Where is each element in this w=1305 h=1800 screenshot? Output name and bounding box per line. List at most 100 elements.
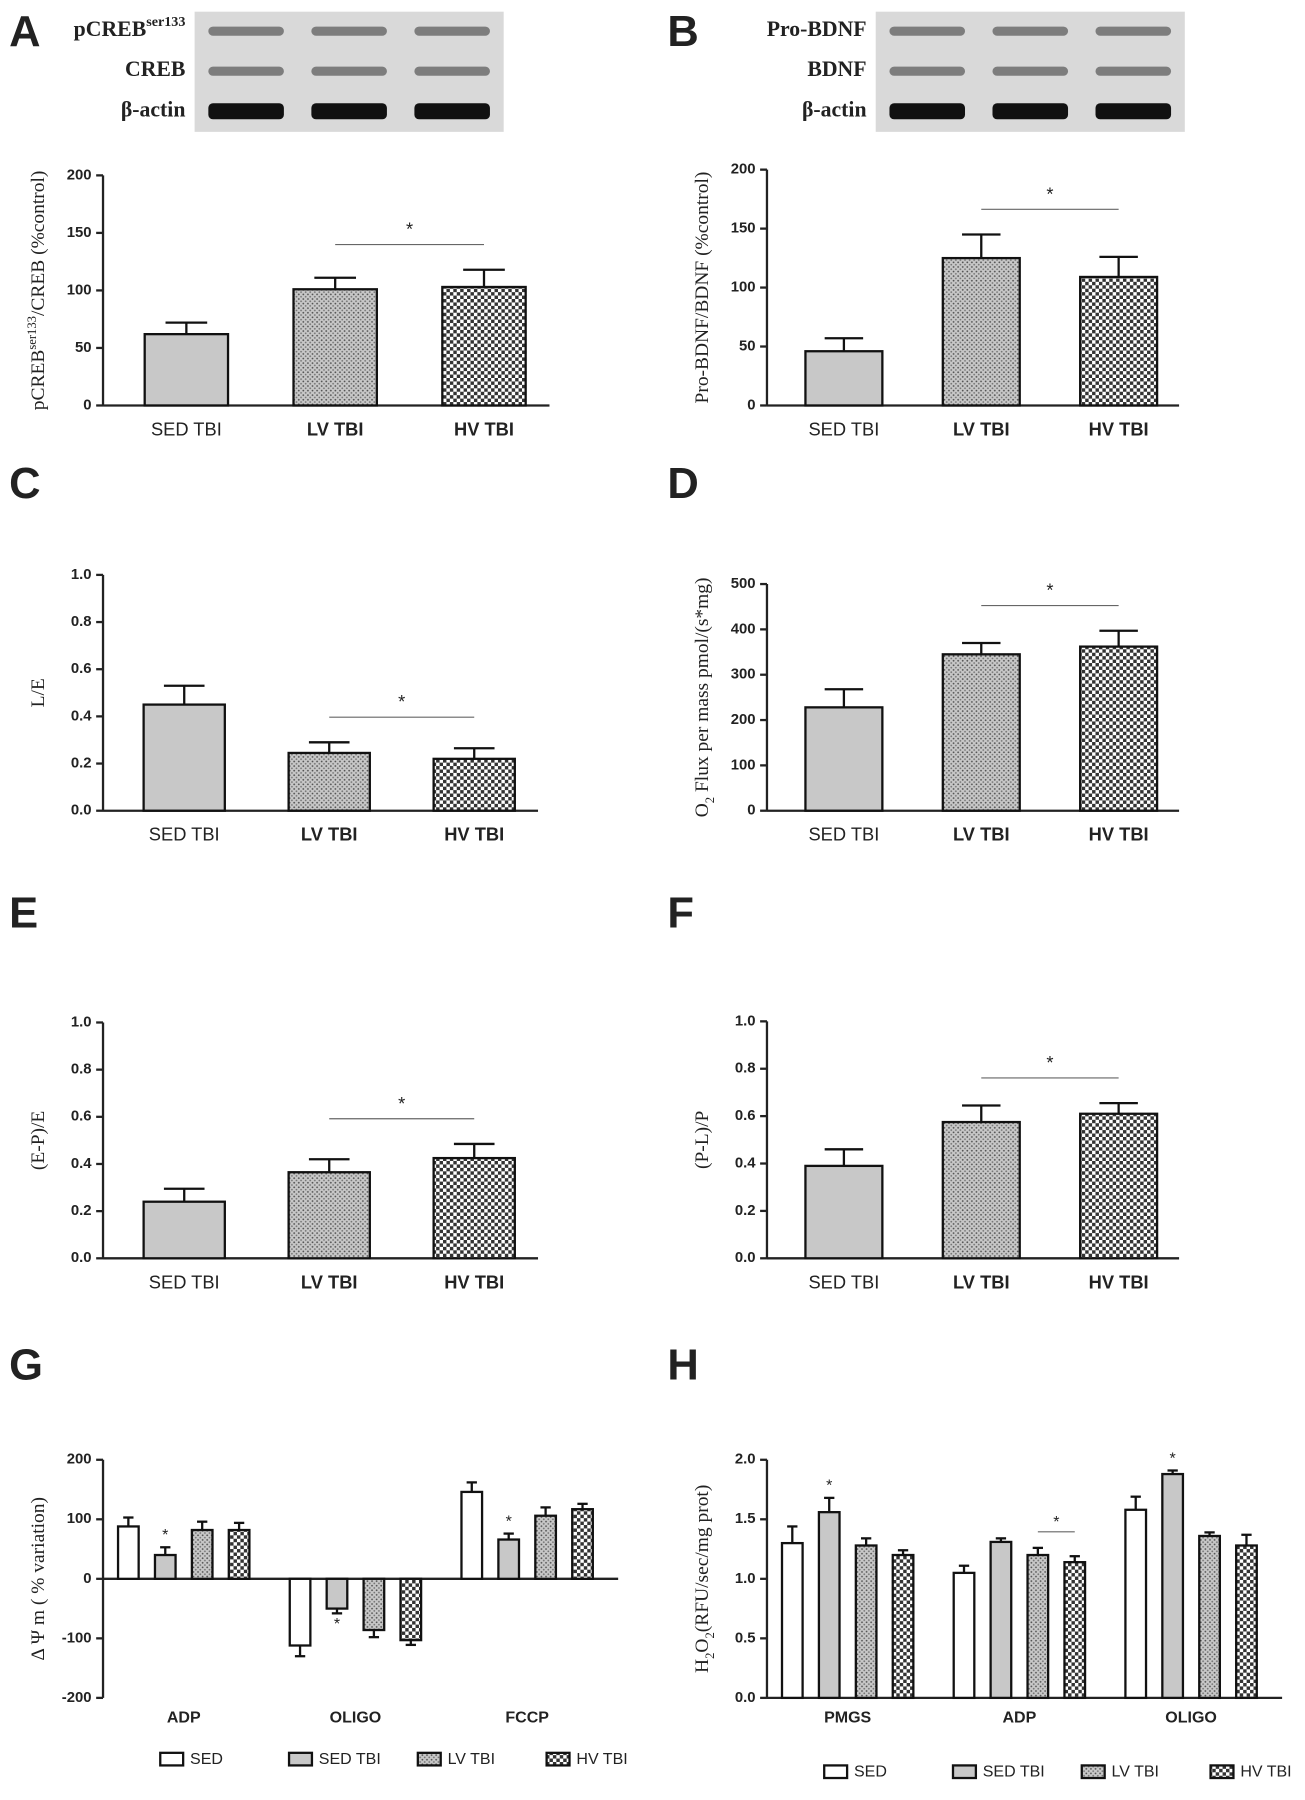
bar <box>941 256 1021 407</box>
error-bar <box>1204 1531 1215 1536</box>
bar <box>1063 1561 1087 1700</box>
y-tick-label: 0.5 <box>735 1630 756 1646</box>
y-tick-label: 1.0 <box>735 1013 756 1029</box>
legend-swatch <box>951 1764 978 1780</box>
label-part: Pro-BDNF/BDNF (%control) <box>692 172 713 404</box>
legend-label: SED <box>854 1763 887 1781</box>
error-bar <box>197 1520 208 1531</box>
legend-swatch <box>159 1751 185 1767</box>
error-bar <box>405 1640 416 1647</box>
y-tick-label: 0.2 <box>71 1203 92 1219</box>
significance-label: * <box>1170 1449 1176 1467</box>
legend-swatch <box>1209 1764 1235 1780</box>
label-part: pCREB <box>74 17 147 41</box>
bar <box>287 1171 371 1260</box>
panel-letter: A <box>9 8 40 56</box>
label-part: Pro-BDNF <box>767 17 867 41</box>
y-tick-label: 50 <box>75 340 92 356</box>
label-part: ser133 <box>25 316 39 350</box>
error-bar <box>824 337 864 352</box>
y-tick-label: 150 <box>731 221 756 237</box>
y-tick-label: 1.0 <box>71 567 92 583</box>
label-part: (E-P)/E <box>29 1111 50 1170</box>
bar <box>854 1544 878 1700</box>
x-tick-label: FCCP <box>505 1709 549 1727</box>
legend-label: SED <box>190 1750 223 1768</box>
blot-band <box>1095 26 1172 36</box>
x-tick-label: SED TBI <box>808 1271 879 1292</box>
bar <box>571 1508 594 1580</box>
x-tick-label: LV TBI <box>301 824 358 845</box>
error-bar <box>824 1496 835 1513</box>
significance-label: * <box>1046 183 1053 204</box>
y-tick-label: 0.6 <box>735 1108 756 1124</box>
legend-label: SED TBI <box>983 1763 1045 1781</box>
bar <box>116 1525 140 1580</box>
y-tick-label: 50 <box>739 338 756 354</box>
y-axis-label: Δ Ψ m ( % variation) <box>29 1497 50 1661</box>
blot-band <box>414 103 490 120</box>
blot-band <box>1095 66 1172 76</box>
y-tick-label: 500 <box>731 576 756 592</box>
error-bar <box>308 1158 350 1173</box>
error-bar <box>233 1521 245 1531</box>
blot-band <box>311 26 387 36</box>
error-bar <box>1099 629 1138 647</box>
bar <box>432 757 516 812</box>
x-tick-label: HV TBI <box>454 419 514 440</box>
panel-letter: B <box>667 8 698 56</box>
bar <box>941 653 1021 812</box>
significance-label: * <box>506 1512 512 1530</box>
legend-swatch <box>823 1764 849 1780</box>
blot-band <box>992 103 1069 120</box>
y-axis-label: L/E <box>29 678 50 707</box>
significance-label: * <box>1053 1513 1059 1531</box>
bar <box>891 1553 915 1700</box>
error-bar <box>1241 1533 1252 1546</box>
x-tick-label: SED TBI <box>149 824 220 845</box>
y-tick-label: 0.8 <box>735 1061 756 1077</box>
error-bar <box>1130 1495 1141 1510</box>
label-part: 2 <box>703 1653 717 1659</box>
blot-band <box>414 66 490 76</box>
label-part: (RFU/sec/mg prot) <box>692 1485 713 1633</box>
bar <box>142 1200 226 1260</box>
legend-label: SED TBI <box>319 1750 381 1768</box>
bar <box>989 1540 1013 1700</box>
blot-band <box>208 66 284 76</box>
blot-band <box>889 66 966 76</box>
bar <box>952 1571 976 1700</box>
label-part: β-actin <box>121 97 186 121</box>
legend-label: HV TBI <box>576 1750 627 1768</box>
blot-band <box>414 26 490 36</box>
x-tick-label: LV TBI <box>307 419 364 440</box>
y-tick-label: 0.6 <box>71 661 92 677</box>
y-axis-label: H2O2(RFU/sec/mg prot) <box>692 1485 716 1673</box>
y-tick-label: 100 <box>731 280 756 296</box>
bar <box>1124 1508 1148 1700</box>
y-tick-label: 200 <box>67 167 92 183</box>
x-tick-label: HV TBI <box>1089 419 1149 440</box>
x-tick-label: SED TBI <box>808 419 879 440</box>
label-part: O <box>692 803 713 817</box>
label-part: β-actin <box>802 97 867 121</box>
bar <box>143 333 230 407</box>
legend-swatch <box>545 1751 571 1767</box>
error-bar <box>165 321 208 335</box>
bar <box>362 1577 386 1632</box>
error-bar <box>331 1608 343 1615</box>
x-tick-label: ADP <box>167 1709 201 1727</box>
bar <box>1026 1553 1050 1700</box>
error-bar <box>466 1481 477 1492</box>
panel-letter: G <box>9 1342 43 1390</box>
error-bar <box>123 1516 134 1527</box>
bar <box>804 350 884 407</box>
blot-label: CREB <box>125 57 185 81</box>
error-bar <box>962 233 1001 259</box>
legend-label: LV TBI <box>1112 1763 1159 1781</box>
x-tick-label: LV TBI <box>953 419 1010 440</box>
y-tick-label: 200 <box>731 162 756 178</box>
error-bar <box>160 1546 171 1556</box>
error-bar <box>962 1104 1001 1123</box>
